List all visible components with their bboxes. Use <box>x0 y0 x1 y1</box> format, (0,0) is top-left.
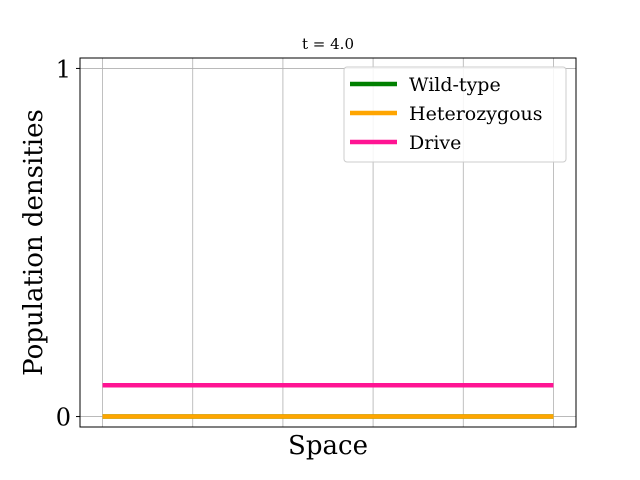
legend-label: Heterozygous <box>409 103 543 125</box>
legend-label: Wild-type <box>409 74 501 96</box>
series-lines <box>102 382 554 419</box>
y-tick-label: 1 <box>56 55 71 83</box>
legend-box <box>343 66 567 163</box>
legend: Wild-type Heterozygous Drive <box>343 66 567 163</box>
y-tick-label: 0 <box>56 404 71 432</box>
chart-title: t = 4.0 <box>302 35 354 53</box>
legend-label: Drive <box>409 132 461 154</box>
x-axis-label: Space <box>288 431 368 461</box>
y-axis-label: Population densities <box>19 109 49 376</box>
plot-area-frame <box>79 57 577 428</box>
y-axis-ticks: 01 <box>56 55 80 432</box>
